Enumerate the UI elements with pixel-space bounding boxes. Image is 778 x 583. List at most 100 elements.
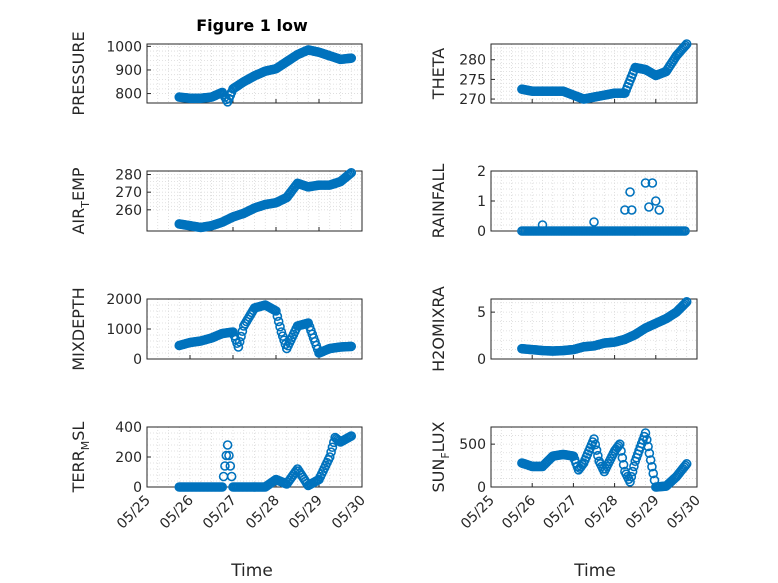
y-axis-label: MIXDEPTH <box>69 287 88 370</box>
data-point <box>679 42 689 52</box>
subplot-6: 0 5 H2OMIXRA <box>429 286 698 372</box>
data-point <box>647 178 658 188</box>
data-point <box>680 460 691 471</box>
y-tick-label: 270 <box>459 92 486 108</box>
data-point <box>225 461 236 471</box>
y-tick-label: 1000 <box>106 39 142 55</box>
data-point <box>627 466 638 477</box>
data-points <box>174 167 357 233</box>
data-point <box>640 178 651 188</box>
data-points <box>517 178 690 236</box>
subplot-4: 0 1 2 RAINFALL <box>429 164 698 240</box>
data-point <box>644 202 654 212</box>
grid-lines <box>146 426 363 488</box>
subplot-8: 0 500 05/25 05/26 05/27 05/28 05/29 05/30 SUNFLU… <box>429 421 704 532</box>
data-point <box>643 441 653 452</box>
data-point <box>276 327 287 337</box>
subplot-7: 0 200 400 05/25 05/26 05/27 05/28 05/29 05/30 TER… <box>69 420 369 532</box>
x-tick-label: 05/26 <box>157 492 197 532</box>
x-tick-label: 05/28 <box>582 493 622 533</box>
data-point <box>618 459 629 470</box>
data-point <box>641 434 652 445</box>
y-axis-label-subscript: M <box>79 441 92 451</box>
data-point <box>681 39 692 49</box>
y-tick-label: 0 <box>477 352 486 368</box>
y-tick-label: 2000 <box>106 292 142 308</box>
y-axis-label: PRESSURE <box>69 31 88 115</box>
data-point <box>613 441 624 451</box>
data-point <box>589 434 599 444</box>
data-point <box>272 311 283 322</box>
data-point <box>680 226 690 236</box>
y-axis-label-tail: EMP <box>69 167 88 201</box>
data-point <box>222 440 233 450</box>
data-point <box>234 336 245 347</box>
data-point <box>277 331 288 341</box>
data-point <box>654 205 665 215</box>
x-tick-label: 05/30 <box>329 493 369 533</box>
y-tick-label: 0 <box>477 480 486 496</box>
x-axis-label-right: Time <box>573 561 616 581</box>
data-point <box>625 477 635 487</box>
x-tick-label: 05/30 <box>664 493 704 533</box>
y-tick-label: 0 <box>477 224 486 240</box>
x-tick-label: 05/25 <box>458 493 498 533</box>
y-tick-label: 400 <box>115 420 142 436</box>
axes-border <box>490 43 698 104</box>
data-point <box>589 217 599 227</box>
y-tick-label: 0 <box>133 352 142 368</box>
data-point <box>647 461 657 472</box>
data-point <box>645 455 656 465</box>
data-point <box>577 459 588 470</box>
data-point <box>346 167 357 178</box>
data-point <box>343 170 354 180</box>
y-axis-label: THETA <box>429 48 448 100</box>
data-point <box>326 447 336 457</box>
data-point <box>324 452 335 462</box>
y-tick-label: 500 <box>459 437 486 453</box>
data-point <box>271 306 281 316</box>
data-point <box>346 53 357 63</box>
data-point <box>644 448 655 459</box>
y-tick-label: 2 <box>477 164 486 180</box>
x-tick-label: 05/25 <box>114 493 154 533</box>
data-point <box>593 450 603 461</box>
data-points <box>174 45 357 107</box>
y-axis-label-main: SUN <box>429 459 448 493</box>
data-point <box>346 341 357 352</box>
data-point <box>640 428 651 438</box>
data-point <box>275 321 285 332</box>
y-tick-label: 280 <box>115 168 142 184</box>
data-point <box>620 205 630 215</box>
data-point <box>226 471 237 482</box>
figure-title: Figure 1 low <box>196 16 308 35</box>
grid-lines <box>490 170 698 232</box>
data-point <box>626 205 637 215</box>
axes-border <box>146 43 363 104</box>
data-points <box>517 428 692 492</box>
data-point <box>650 196 661 206</box>
axes-border <box>490 426 698 488</box>
y-tick-label: 280 <box>459 53 486 69</box>
data-points <box>517 297 692 356</box>
data-point <box>648 468 659 479</box>
data-point <box>345 169 355 179</box>
data-point <box>233 342 244 352</box>
data-point <box>220 461 230 471</box>
axes-border <box>490 298 698 360</box>
y-axis-label: H2OMIXRA <box>429 286 448 372</box>
y-tick-label: 270 <box>115 185 142 201</box>
y-tick-label: 1000 <box>106 322 142 338</box>
data-point <box>236 331 246 342</box>
data-point <box>590 439 601 450</box>
data-point <box>679 299 689 310</box>
y-tick-label: 800 <box>115 87 142 103</box>
data-points <box>174 300 357 358</box>
x-tick-label: 05/29 <box>286 493 326 533</box>
data-point <box>626 471 637 482</box>
data-point <box>616 446 626 456</box>
x-tick-label: 05/26 <box>499 492 539 532</box>
y-axis-label: RAINFALL <box>429 164 448 239</box>
